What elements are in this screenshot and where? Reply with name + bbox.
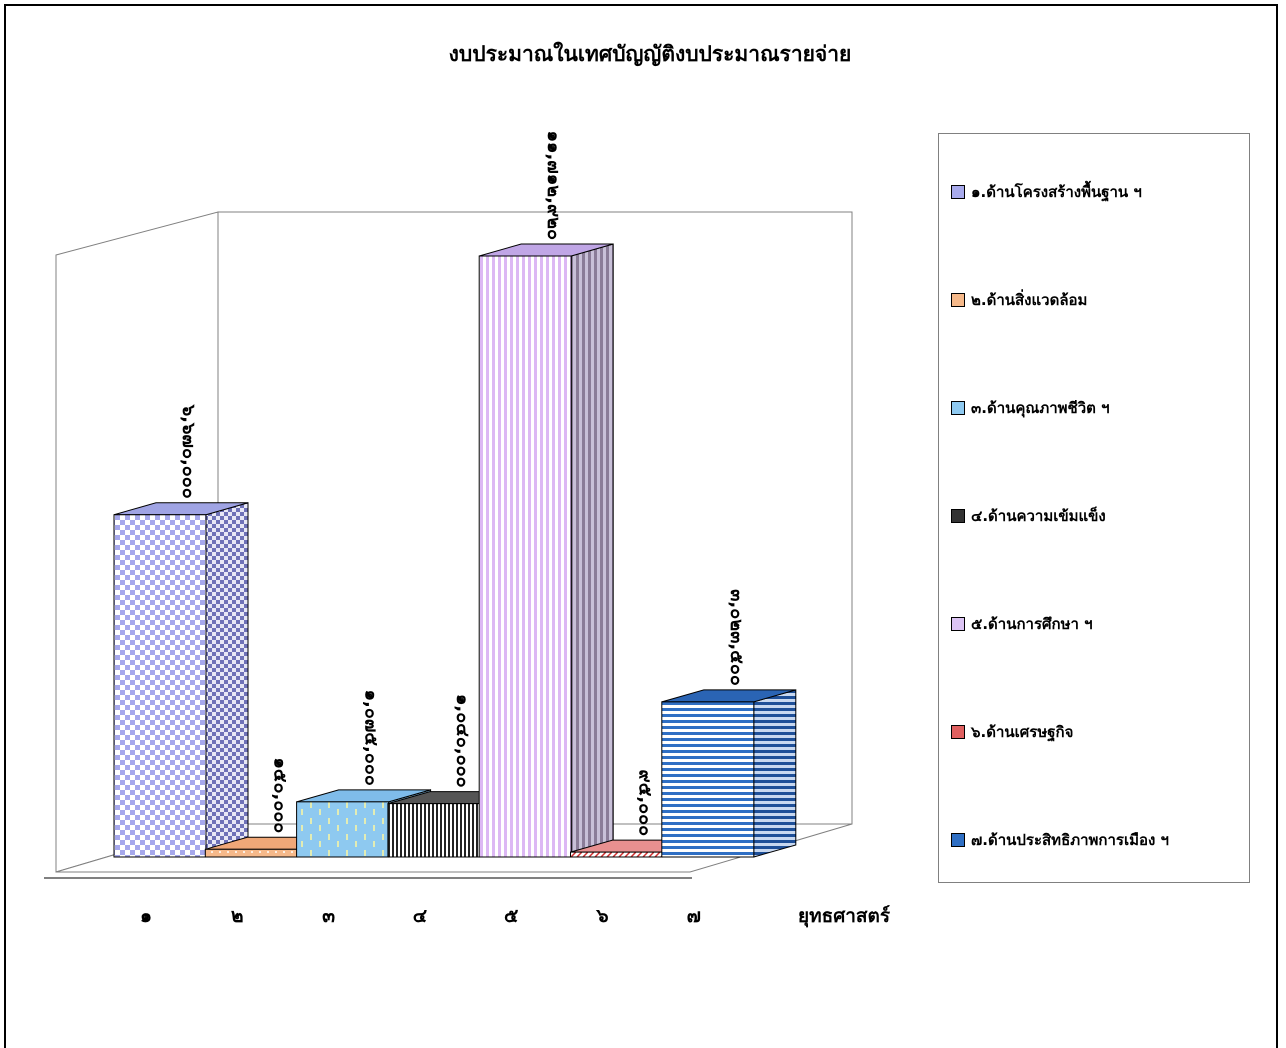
- bar-front-3: [296, 801, 390, 858]
- bar-front-6: [570, 851, 663, 858]
- legend-item-1: ๑.ด้านโครงสร้างพื้นฐาน ฯ: [951, 180, 1142, 204]
- value-label-2: ๑๕๐,๐๐๐: [269, 757, 290, 833]
- tick-label-2: ๒: [231, 905, 244, 927]
- legend-label-6: ๖.ด้านเศรษฐกิจ: [971, 723, 1074, 741]
- x-axis-label: ยุทธศาสตร์: [798, 905, 891, 928]
- legend-label-1: ๑.ด้านโครงสร้างพื้นฐาน ฯ: [971, 183, 1142, 201]
- legend-item-6: ๖.ด้านเศรษฐกิจ: [951, 720, 1073, 744]
- legend-label-4: ๔.ด้านความเข้มแข็ง: [971, 507, 1106, 525]
- legend-swatch-3: [951, 401, 965, 415]
- tick-label-1: ๑: [140, 905, 152, 927]
- value-label-1: ๖,๖๗๐,๐๐๐: [178, 404, 199, 499]
- tick-label-5: ๕: [504, 905, 518, 927]
- legend-label-2: ๒.ด้านสิ่งแวดล้อม: [971, 291, 1088, 309]
- legend-label-3: ๓.ด้านคุณภาพชีวิต ฯ: [971, 399, 1110, 417]
- legend-swatch-2: [951, 293, 965, 307]
- legend-swatch-1: [951, 185, 965, 199]
- bar-5: [478, 243, 614, 858]
- legend-item-2: ๒.ด้านสิ่งแวดล้อม: [951, 288, 1087, 312]
- legend-item-5: ๕.ด้านการศึกษา ฯ: [951, 612, 1093, 636]
- bar-1: [113, 502, 249, 858]
- legend-swatch-5: [951, 617, 965, 631]
- bar-side-7: [753, 689, 797, 858]
- value-label-4: ๑,๐๔๐,๐๐๐: [452, 694, 473, 788]
- bar-side-5: [570, 243, 614, 858]
- tick-label-6: ๖: [595, 905, 608, 927]
- bar-front-7: [661, 701, 755, 858]
- bar-side-1: [205, 502, 249, 858]
- legend-item-4: ๔.ด้านความเข้มแข็ง: [951, 504, 1106, 528]
- chart-legend: ๑.ด้านโครงสร้างพื้นฐาน ฯ๒.ด้านสิ่งแวดล้อ…: [938, 133, 1250, 883]
- bar-front-5: [478, 255, 572, 858]
- chart-title: งบประมาณในเทศบัญญัติงบประมาณรายจ่าย: [448, 42, 852, 66]
- legend-item-7: ๗.ด้านประสิทธิภาพการเมือง ฯ: [951, 828, 1169, 852]
- bar-front-4: [387, 803, 481, 858]
- value-label-6: ๙๕,๐๐๐: [635, 770, 656, 837]
- legend-swatch-6: [951, 725, 965, 739]
- tick-label-7: ๗: [687, 905, 701, 927]
- bar-front-1: [113, 514, 207, 858]
- chart-frame: [4, 4, 1278, 1048]
- tick-label-4: ๔: [413, 905, 427, 927]
- legend-swatch-7: [951, 833, 965, 847]
- bar-7: [661, 689, 797, 858]
- legend-label-7: ๗.ด้านประสิทธิภาพการเมือง ฯ: [971, 831, 1169, 849]
- value-label-5: ๑๑,๗๑๒,๙๒๐: [543, 131, 564, 240]
- legend-item-3: ๓.ด้านคุณภาพชีวิต ฯ: [951, 396, 1110, 420]
- bar-front-2: [204, 848, 298, 858]
- value-label-7: ๓,๐๒๓,๕๐๐: [726, 589, 747, 686]
- legend-label-5: ๕.ด้านการศึกษา ฯ: [971, 615, 1093, 633]
- value-label-3: ๑,๐๗๕,๐๐๐: [361, 690, 382, 786]
- legend-swatch-4: [951, 509, 965, 523]
- tick-label-3: ๓: [322, 905, 335, 927]
